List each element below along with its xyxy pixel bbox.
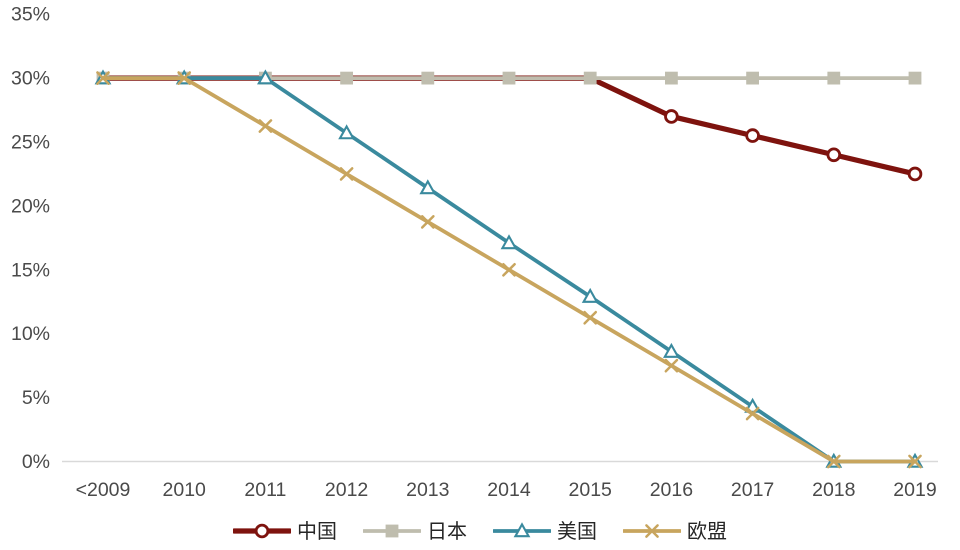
legend-label: 欧盟: [687, 519, 727, 543]
legend-sample-日本: [363, 524, 421, 538]
legend-label: 日本: [427, 519, 467, 543]
x-marker: [745, 406, 760, 421]
legend-item-欧盟: 欧盟: [623, 521, 727, 541]
square-marker: [502, 71, 516, 85]
x-marker: [664, 358, 679, 373]
x-axis-tick-label: 2013: [406, 479, 449, 501]
triangle-marker: [581, 287, 599, 303]
square-marker: [340, 71, 353, 85]
legend-item-美国: 美国: [493, 521, 597, 541]
x-axis-tick-label: 2019: [893, 479, 936, 501]
x-marker: [645, 524, 659, 538]
triangle-marker: [513, 522, 531, 538]
x-marker: [420, 215, 435, 229]
triangle-marker: [663, 342, 680, 358]
square-marker: [908, 71, 922, 85]
x-marker: [96, 71, 110, 85]
y-axis-tick-label: 25%: [11, 132, 50, 154]
y-axis-tick-label: 10%: [11, 323, 50, 345]
circle-marker: [826, 147, 842, 163]
x-axis-tick-label: <2009: [76, 479, 131, 501]
x-marker: [826, 454, 841, 469]
circle-marker: [745, 128, 760, 143]
x-axis-tick-label: 2012: [325, 479, 368, 501]
y-axis-tick-label: 15%: [11, 259, 50, 281]
square-marker: [665, 71, 678, 85]
x-axis-tick-label: 2014: [487, 479, 531, 501]
circle-marker: [907, 166, 923, 182]
plot-area: 0% 5% 10% 15% 20% 25% 30% 35% <2009 2010 2011 2012 2…: [11, 4, 938, 501]
x-marker: [339, 167, 354, 181]
square-marker: [385, 524, 399, 538]
x-marker: [502, 262, 516, 277]
x-axis-tick-label: 2011: [244, 479, 286, 501]
series-line-中国: [100, 75, 918, 177]
chart-legend: 中国 日本 美国 欧盟: [0, 512, 960, 550]
legend-sample-欧盟: [623, 524, 681, 538]
legend-item-日本: 日本: [363, 521, 467, 541]
x-marker: [177, 71, 192, 85]
square-marker: [421, 71, 435, 85]
legend-item-中国: 中国: [233, 521, 337, 541]
triangle-marker: [419, 179, 437, 195]
legend-sample-美国: [493, 522, 551, 538]
legend-label: 美国: [557, 519, 597, 543]
square-marker: [746, 71, 759, 85]
y-axis-tick-label: 30%: [11, 68, 50, 90]
circle-marker: [664, 109, 679, 124]
x-axis-tick-label: 2016: [650, 479, 693, 501]
y-axis-tick-label: 5%: [22, 387, 50, 409]
x-axis-tick-label: 2018: [812, 479, 855, 501]
triangle-marker: [338, 124, 355, 140]
x-marker: [908, 454, 922, 469]
y-axis-tick-label: 20%: [11, 195, 50, 217]
legend-sample-中国: [233, 523, 291, 539]
triangle-marker: [257, 69, 274, 85]
x-marker: [583, 310, 598, 325]
triangle-marker: [500, 234, 518, 250]
square-marker: [827, 71, 841, 85]
y-axis-tick-label: 35%: [11, 4, 50, 26]
x-axis-tick-label: 2015: [569, 479, 613, 501]
x-axis-tick-label: 2010: [163, 479, 207, 501]
x-marker: [258, 119, 273, 133]
circle-marker: [254, 523, 270, 539]
legend-label: 中国: [297, 519, 337, 543]
x-axis-tick-label: 2017: [731, 479, 774, 501]
square-marker: [583, 71, 597, 85]
y-axis-tick-label: 0%: [22, 451, 50, 473]
